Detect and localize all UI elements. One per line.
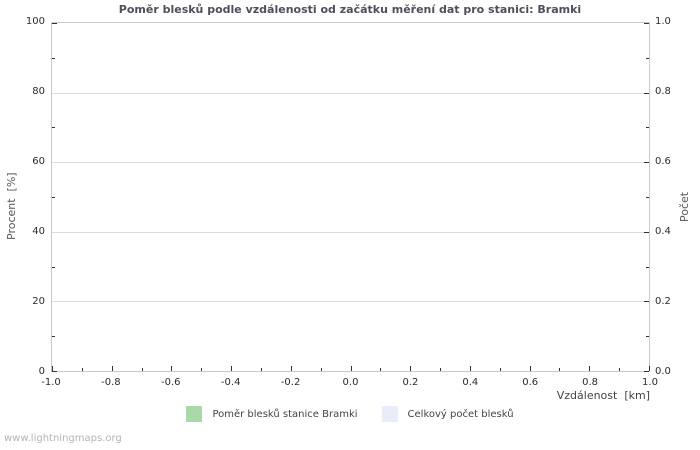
right-tick-mark (644, 162, 649, 164)
right-tick-label: 0.6 (655, 156, 671, 167)
bottom-tick-mark (380, 368, 382, 371)
bottom-tick-mark (350, 366, 352, 371)
legend-label: Poměr blesků stanice Bramki (212, 408, 358, 420)
bottom-tick-label: 1.0 (642, 377, 658, 388)
right-tick-label: 0.0 (655, 366, 671, 377)
left-tick-label: 0 (38, 366, 45, 377)
right-tick-mark (644, 231, 649, 233)
gridline (52, 301, 649, 303)
bottom-tick-mark (320, 368, 322, 371)
left-tick-mark (52, 197, 55, 198)
watermark: www.lightningmaps.org (4, 433, 122, 444)
legend-swatch-green (186, 406, 203, 422)
bottom-tick-label: 0.8 (582, 377, 599, 388)
right-tick-mark (644, 301, 649, 303)
right-tick-mark (646, 127, 649, 129)
bottom-tick-label: -0.2 (280, 377, 301, 388)
right-tick-mark (646, 197, 649, 198)
bottom-tick-mark (559, 368, 561, 371)
bottom-tick-mark (52, 366, 53, 371)
bottom-tick-mark (171, 366, 173, 371)
chart-title: Poměr blesků podle vzdálenosti od začátk… (118, 3, 582, 16)
gridline (52, 231, 649, 233)
right-tick-label: 0.2 (655, 296, 671, 307)
bottom-tick-mark (81, 368, 83, 371)
left-tick-label: 100 (25, 16, 45, 27)
bottom-tick-label: 0.2 (402, 377, 419, 388)
plot-area (51, 22, 650, 372)
gridline (52, 162, 649, 164)
left-tick-label: 60 (32, 156, 45, 167)
legend-label: Celkový počet blesků (407, 408, 514, 420)
legend-item: Celkový počet blesků (381, 406, 514, 422)
gridline (52, 92, 649, 94)
y-axis-label-right: Počet (678, 191, 691, 222)
right-tick-label: 0.4 (655, 226, 671, 237)
bottom-tick-mark (231, 366, 233, 371)
right-tick-mark (644, 92, 649, 94)
right-tick-label: 1.0 (655, 16, 671, 27)
legend-swatch-lavender (381, 406, 398, 422)
bottom-tick-label: -1.0 (41, 377, 61, 388)
bottom-tick-mark (499, 368, 501, 371)
right-tick-mark (646, 266, 649, 268)
bottom-tick-mark (111, 366, 113, 371)
left-tick-label: 80 (32, 86, 45, 97)
x-axis-label: Vzdálenost [km] (556, 389, 650, 402)
right-tick-mark (646, 57, 649, 59)
left-tick-label: 40 (32, 226, 45, 237)
bottom-tick-mark (141, 368, 143, 371)
bottom-tick-mark (469, 366, 471, 371)
left-tick-mark (52, 266, 55, 268)
bottom-tick-label: -0.6 (161, 377, 181, 388)
bottom-tick-mark (260, 368, 262, 371)
bottom-tick-mark (619, 368, 621, 371)
left-tick-label: 20 (32, 296, 45, 307)
bottom-tick-mark (649, 366, 650, 371)
left-tick-mark (52, 336, 55, 338)
bottom-tick-mark (440, 368, 442, 371)
legend-item: Poměr blesků stanice Bramki (186, 406, 358, 422)
bottom-tick-label: 0.4 (462, 377, 479, 388)
bottom-tick-label: -0.4 (220, 377, 241, 388)
bottom-tick-label: 0.0 (342, 377, 359, 388)
bottom-tick-mark (589, 366, 591, 371)
right-tick-mark (644, 23, 649, 24)
bottom-tick-mark (201, 368, 203, 371)
right-tick-label: 0.8 (655, 86, 671, 97)
bottom-tick-mark (529, 366, 531, 371)
left-tick-mark (52, 127, 55, 129)
bottom-tick-mark (410, 366, 412, 371)
legend: Poměr blesků stanice Bramki Celkový poče… (0, 406, 700, 422)
left-tick-mark (52, 57, 55, 59)
right-tick-mark (646, 336, 649, 338)
left-tick-mark (52, 371, 57, 372)
bottom-tick-label: 0.6 (522, 377, 539, 388)
left-tick-mark (52, 23, 57, 24)
bottom-tick-label: -0.8 (101, 377, 121, 388)
right-tick-mark (644, 371, 649, 372)
bottom-tick-mark (290, 366, 292, 371)
